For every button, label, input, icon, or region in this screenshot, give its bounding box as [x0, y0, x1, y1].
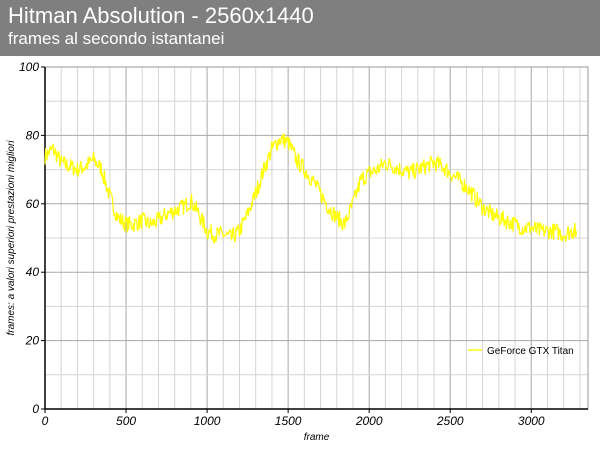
- x-tick-label: 3000: [518, 414, 545, 428]
- y-tick-label: 40: [26, 265, 40, 279]
- legend-label: GeForce GTX Titan: [487, 346, 574, 357]
- y-tick-label: 80: [26, 128, 40, 142]
- plot-frame: [44, 66, 589, 410]
- y-tick-label: 100: [19, 60, 39, 74]
- series-line: [44, 133, 578, 244]
- x-tick-label: 2500: [436, 414, 464, 428]
- x-tick-label: 0: [42, 414, 49, 428]
- tick-labels: 0 500 1000 1500 2000 2500 3000 0 20 40 60 80 100: [19, 60, 545, 428]
- y-tick-label: 60: [26, 197, 40, 211]
- y-tick-label: 20: [25, 334, 40, 348]
- series-group: [44, 133, 578, 244]
- x-tick-label: 2000: [355, 414, 383, 428]
- legend: GeForce GTX Titan: [468, 346, 574, 357]
- chart-subtitle: frames al secondo istantanei: [8, 29, 225, 48]
- x-tick-label: 1000: [194, 414, 221, 428]
- grid: [45, 67, 588, 409]
- chart-title: Hitman Absolution - 2560x1440: [8, 3, 314, 28]
- x-axis-label: frame: [304, 432, 330, 443]
- chart-header: Hitman Absolution - 2560x1440 frames al …: [0, 0, 600, 56]
- x-tick-label: 1500: [275, 414, 302, 428]
- x-tick-label: 500: [116, 414, 136, 428]
- y-axis-label: frames: a valori superiori prestazioni m…: [6, 140, 17, 336]
- y-tick-label: 0: [32, 402, 39, 416]
